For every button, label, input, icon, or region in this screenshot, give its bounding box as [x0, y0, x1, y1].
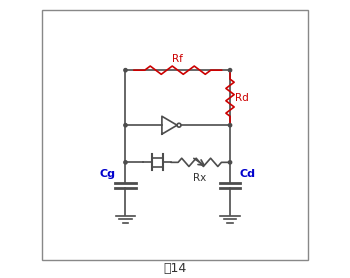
Text: Cd: Cd — [240, 169, 256, 179]
Text: 图14: 图14 — [163, 262, 187, 275]
Circle shape — [229, 161, 232, 164]
Text: Rf: Rf — [172, 54, 183, 64]
Circle shape — [124, 161, 127, 164]
Circle shape — [229, 68, 232, 72]
Circle shape — [229, 123, 232, 127]
Circle shape — [124, 123, 127, 127]
Text: Rd: Rd — [235, 93, 249, 103]
Text: Rx: Rx — [193, 173, 206, 183]
Circle shape — [124, 68, 127, 72]
Text: Cg: Cg — [100, 169, 116, 179]
Bar — [152, 158, 163, 167]
